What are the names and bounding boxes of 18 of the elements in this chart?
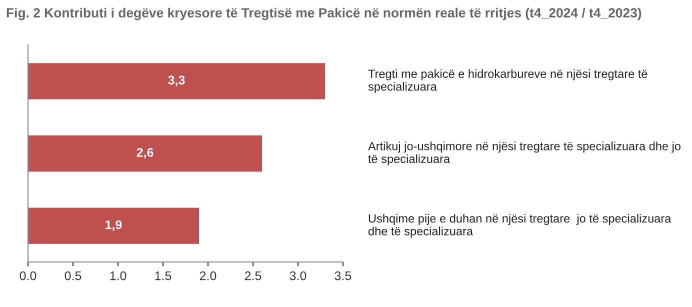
y-tick-label: Artikuj jo-ushqimore në njësi tregtare të specializuara dhe jo të specializuara	[368, 142, 681, 166]
x-tick-label: 0.5	[64, 271, 82, 280]
y-tick-label: Ushqime pije e duhan në njësi tregtare jo të specializuara dhe të specializuara	[368, 214, 672, 238]
x-tick-label: 1.0	[110, 271, 126, 280]
data-label: 1,9	[106, 220, 122, 231]
x-tick-label: 2.0	[200, 271, 216, 280]
bar	[28, 208, 199, 244]
data-label: 2,6	[136, 148, 154, 159]
bar	[28, 63, 325, 100]
bar	[28, 135, 262, 172]
x-tick-label: 3.0	[290, 271, 306, 280]
y-tick-label: Tregti me pakicë e hidrokarbureve në njësi tregtare të specializuara	[368, 69, 648, 94]
x-tick-label: 1.5	[155, 271, 172, 280]
data-label: 3,3	[168, 76, 185, 86]
x-tick-label: 0.0	[20, 271, 36, 280]
x-tick-label: 2.5	[244, 271, 262, 280]
x-tick-label: 3.5	[334, 271, 352, 280]
chart-title: Fig. 2 Kontributi i degëve kryesore të Tregtisë me Pakicë në normën reale të rritjes (t4_2024 / t4_2023)	[6, 8, 642, 20]
